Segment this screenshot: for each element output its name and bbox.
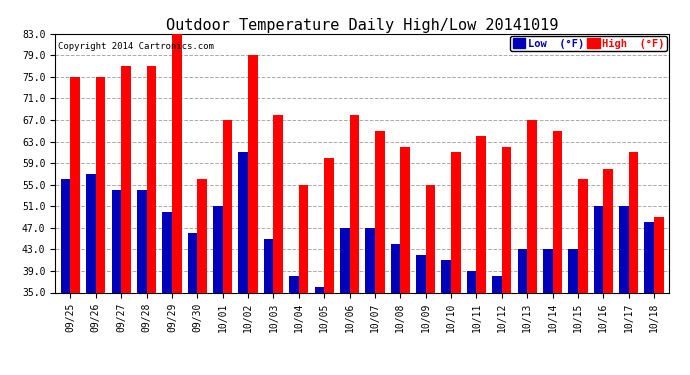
Title: Outdoor Temperature Daily High/Low 20141019: Outdoor Temperature Daily High/Low 20141… [166,18,558,33]
Bar [264,238,273,292]
Bar [426,185,435,292]
Bar [603,168,613,292]
Bar [96,77,106,292]
Bar [223,120,233,292]
Legend: Low  (°F), High  (°F): Low (°F), High (°F) [510,36,667,51]
Bar [61,179,70,292]
Bar [492,276,502,292]
Bar [248,56,257,292]
Bar [527,120,537,292]
Bar [518,249,527,292]
Bar [619,206,629,292]
Bar [86,174,96,292]
Bar [197,179,207,292]
Bar [112,190,121,292]
Bar [476,136,486,292]
Bar [350,115,359,292]
Bar [375,131,384,292]
Bar [340,228,350,292]
Bar [654,217,664,292]
Bar [70,77,80,292]
Bar [162,211,172,292]
Bar [121,66,131,292]
Bar [213,206,223,292]
Bar [442,260,451,292]
Bar [391,244,400,292]
Bar [324,158,334,292]
Bar [644,222,654,292]
Bar [543,249,553,292]
Bar [365,228,375,292]
Bar [578,179,588,292]
Bar [315,287,324,292]
Bar [137,190,146,292]
Bar [451,152,461,292]
Bar [569,249,578,292]
Bar [467,271,476,292]
Bar [146,66,156,292]
Bar [239,152,248,292]
Bar [416,255,426,292]
Bar [593,206,603,292]
Bar [172,34,181,292]
Bar [502,147,511,292]
Text: Copyright 2014 Cartronics.com: Copyright 2014 Cartronics.com [58,42,214,51]
Bar [188,233,197,292]
Bar [629,152,638,292]
Bar [299,185,308,292]
Bar [553,131,562,292]
Bar [289,276,299,292]
Bar [400,147,410,292]
Bar [273,115,283,292]
